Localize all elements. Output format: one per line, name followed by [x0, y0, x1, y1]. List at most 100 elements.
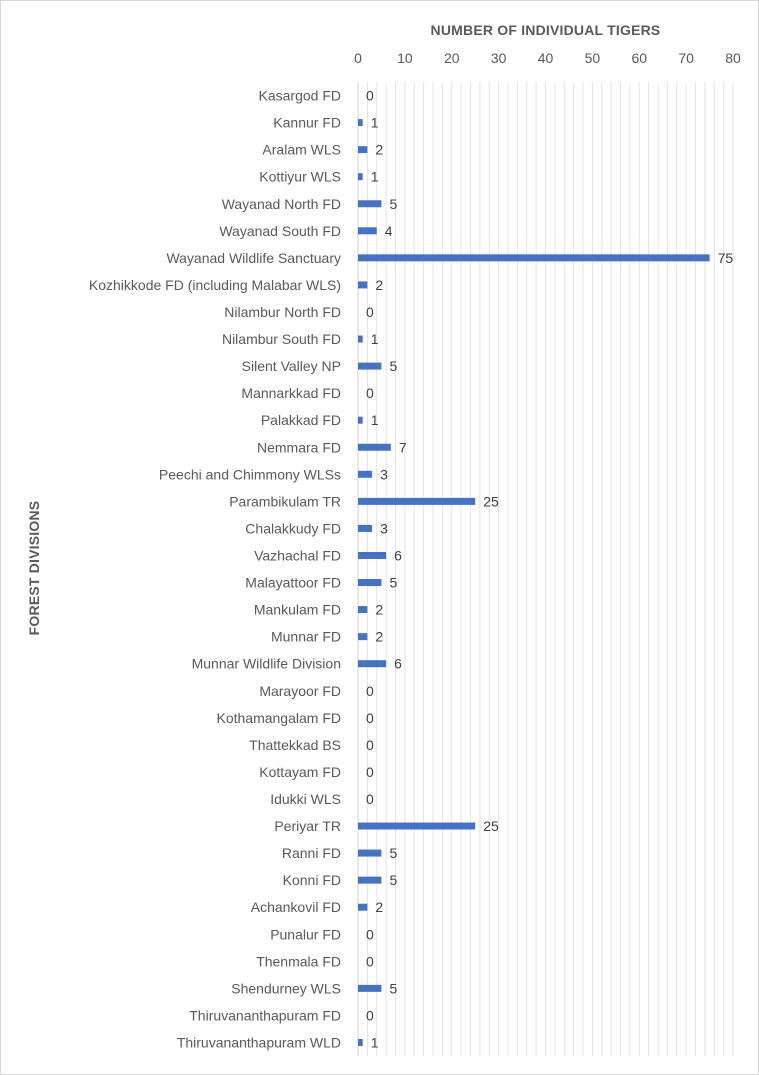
bar — [358, 173, 363, 181]
category-label: Peechi and Chimmony WLSs — [159, 466, 341, 482]
x-tick-label: 40 — [538, 50, 554, 66]
data-label: 0 — [366, 791, 374, 807]
category-label: Aralam WLS — [262, 142, 341, 158]
x-tick-label: 50 — [585, 50, 601, 66]
data-label: 0 — [366, 683, 374, 699]
data-label: 5 — [389, 575, 397, 591]
category-label: Mannarkkad FD — [241, 385, 341, 401]
data-label: 0 — [366, 764, 374, 780]
bar — [358, 849, 382, 857]
data-label: 25 — [483, 818, 499, 834]
category-label: Palakkad FD — [261, 412, 341, 428]
data-label: 25 — [483, 493, 499, 509]
data-label: 0 — [366, 710, 374, 726]
category-label: Idukki WLS — [270, 791, 341, 807]
category-label: Konni FD — [283, 872, 341, 888]
bar — [358, 497, 476, 505]
data-label: 0 — [366, 926, 374, 942]
bar — [358, 416, 363, 424]
data-label: 5 — [389, 196, 397, 212]
x-axis-title: NUMBER OF INDIVIDUAL TIGERS — [430, 22, 661, 38]
category-label: Munnar Wildlife Division — [192, 656, 341, 672]
category-label: Nilambur South FD — [222, 331, 341, 347]
bar — [358, 903, 368, 911]
category-label: Kozhikkode FD (including Malabar WLS) — [89, 277, 341, 293]
bar — [358, 606, 368, 614]
category-label: Parambikulam TR — [229, 493, 341, 509]
data-label: 5 — [389, 845, 397, 861]
data-label: 0 — [366, 953, 374, 969]
bar — [358, 1038, 363, 1046]
category-label: Marayoor FD — [259, 683, 341, 699]
data-label: 0 — [366, 88, 374, 104]
x-tick-label: 0 — [354, 50, 362, 66]
x-tick-label: 10 — [397, 50, 413, 66]
category-label: Kasargod FD — [259, 88, 341, 104]
data-label: 6 — [394, 547, 402, 563]
category-label: Thenmala FD — [256, 953, 341, 969]
x-tick-label: 60 — [631, 50, 647, 66]
bar — [358, 254, 710, 262]
category-label: Wayanad South FD — [219, 223, 341, 239]
category-label: Achankovil FD — [251, 899, 341, 915]
category-label: Nemmara FD — [257, 439, 341, 455]
category-label: Mankulam FD — [254, 602, 341, 618]
bar — [358, 551, 387, 559]
data-label: 0 — [366, 1007, 374, 1023]
data-label: 2 — [375, 277, 383, 293]
data-label: 7 — [399, 439, 407, 455]
data-label: 1 — [371, 115, 379, 131]
category-label: Shendurney WLS — [231, 980, 341, 996]
data-label: 0 — [366, 304, 374, 320]
category-label: Malayattoor FD — [245, 575, 341, 591]
data-label: 5 — [389, 872, 397, 888]
bar — [358, 470, 373, 478]
data-label: 5 — [389, 358, 397, 374]
bar — [358, 362, 382, 370]
bar — [358, 335, 363, 343]
bar — [358, 579, 382, 587]
data-label: 1 — [371, 331, 379, 347]
data-label: 6 — [394, 656, 402, 672]
category-label: Vazhachal FD — [254, 547, 341, 563]
category-label: Munnar FD — [271, 629, 341, 645]
bar — [358, 876, 382, 884]
data-label: 1 — [371, 1034, 379, 1050]
x-tick-label: 30 — [491, 50, 507, 66]
data-label: 1 — [371, 412, 379, 428]
category-label: Chalakkudy FD — [245, 520, 341, 536]
category-label: Nilambur North FD — [224, 304, 341, 320]
bar — [358, 524, 373, 532]
category-label: Wayanad North FD — [222, 196, 341, 212]
bar — [358, 227, 377, 235]
category-label: Thiruvananthapuram FD — [189, 1007, 341, 1023]
category-label: Kannur FD — [273, 115, 341, 131]
data-label: 0 — [366, 737, 374, 753]
category-label: Periyar TR — [274, 818, 341, 834]
bar — [358, 119, 363, 127]
category-label: Ranni FD — [282, 845, 341, 861]
data-label: 3 — [380, 466, 388, 482]
bar — [358, 633, 368, 641]
data-label: 2 — [375, 142, 383, 158]
x-tick-label: 70 — [678, 50, 694, 66]
category-label: Kothamangalam FD — [216, 710, 341, 726]
bar — [358, 200, 382, 208]
data-label: 5 — [389, 980, 397, 996]
x-tick-label: 80 — [725, 50, 741, 66]
category-label: Punalur FD — [270, 926, 341, 942]
category-label: Thattekkad BS — [249, 737, 341, 753]
category-label: Wayanad Wildlife Sanctuary — [166, 250, 341, 266]
data-label: 75 — [718, 250, 734, 266]
data-label: 2 — [375, 602, 383, 618]
category-label: Silent Valley NP — [242, 358, 341, 374]
bar — [358, 146, 368, 154]
data-label: 2 — [375, 899, 383, 915]
data-label: 1 — [371, 169, 379, 185]
data-label: 3 — [380, 520, 388, 536]
x-tick-label: 20 — [444, 50, 460, 66]
bar — [358, 984, 382, 992]
bar — [358, 660, 387, 668]
